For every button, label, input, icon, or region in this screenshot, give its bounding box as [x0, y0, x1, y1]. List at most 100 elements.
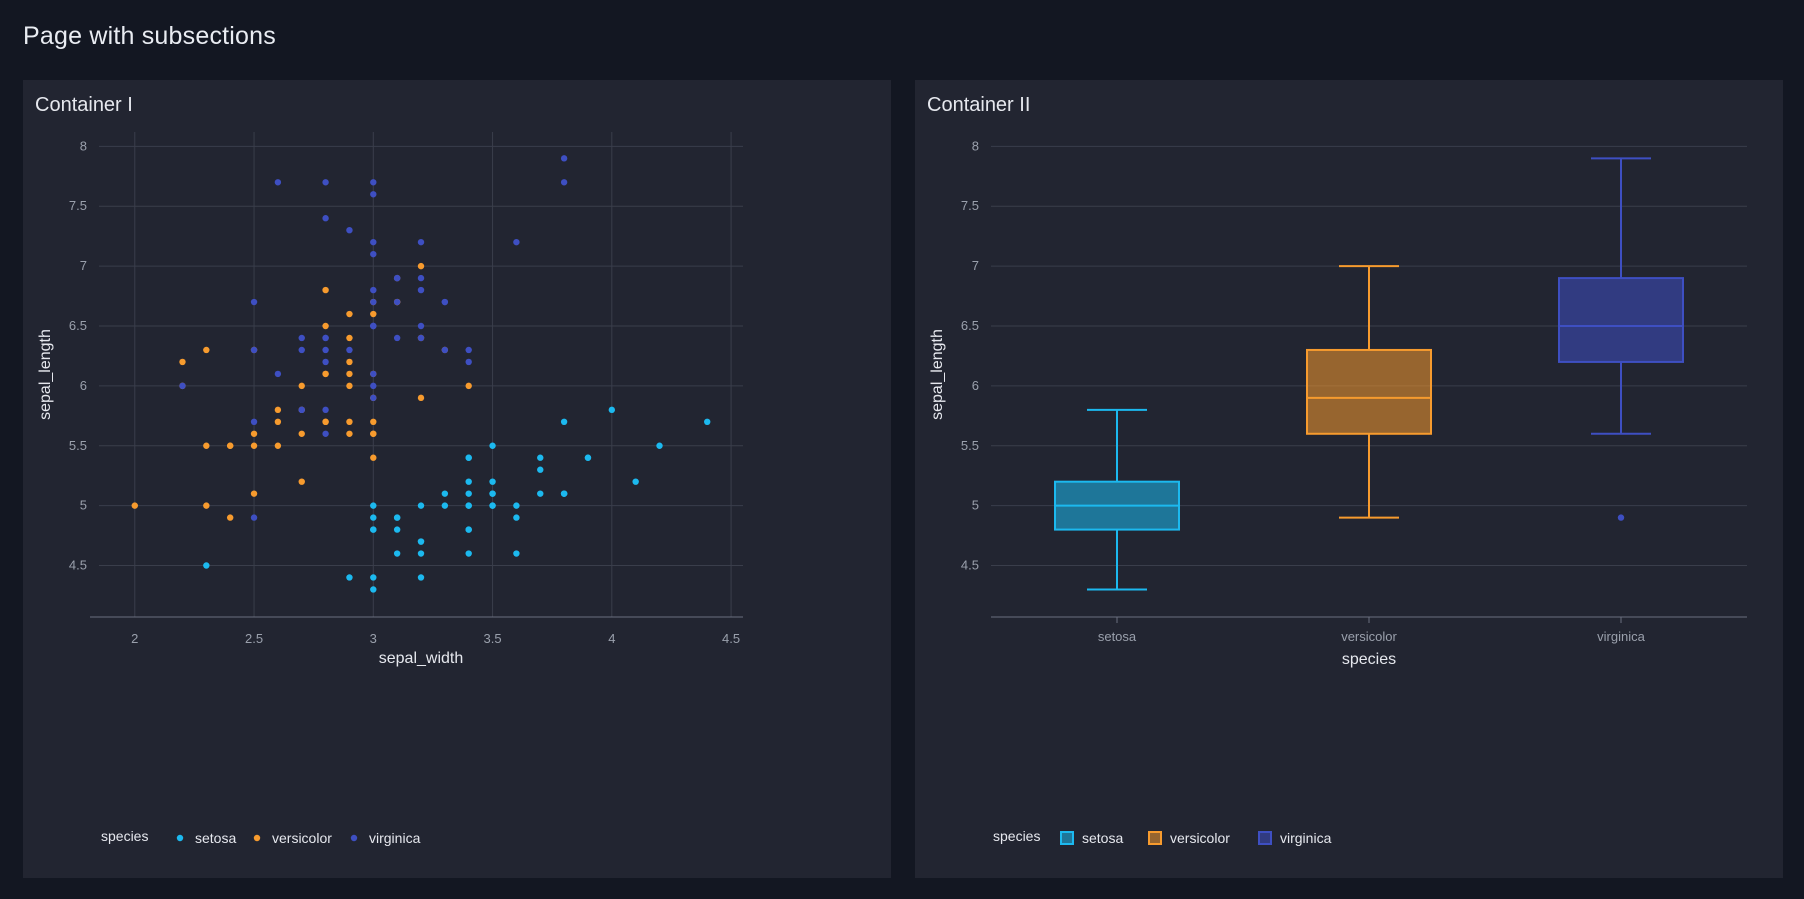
scatter-point-setosa[interactable] — [656, 442, 663, 449]
scatter-point-versicolor[interactable] — [346, 334, 353, 342]
scatter-point-setosa[interactable] — [537, 466, 544, 473]
scatter-point-virginica[interactable] — [250, 514, 258, 521]
scatter-point-virginica[interactable] — [441, 298, 449, 306]
box-chart[interactable]: 4.5 5 5.5 6 6.5 7 7.5 8 setosa versicolor virginic… — [915, 80, 1783, 878]
scatter-point-virginica[interactable] — [393, 334, 401, 342]
scatter-point-setosa[interactable] — [465, 526, 472, 533]
scatter-point-setosa[interactable] — [560, 490, 568, 497]
scatter-point-virginica[interactable] — [250, 418, 258, 426]
scatter-point-versicolor[interactable] — [370, 430, 377, 437]
scatter-point-setosa[interactable] — [489, 502, 496, 509]
scatter-point-versicolor[interactable] — [370, 310, 377, 318]
scatter-point-setosa[interactable] — [560, 418, 568, 426]
scatter-point-virginica[interactable] — [370, 322, 377, 330]
scatter-point-setosa[interactable] — [203, 562, 210, 569]
scatter-point-versicolor[interactable] — [346, 370, 353, 378]
scatter-point-versicolor[interactable] — [322, 418, 329, 426]
scatter-point-versicolor[interactable] — [274, 406, 282, 414]
scatter-point-setosa[interactable] — [370, 514, 377, 521]
box-virginica[interactable] — [1558, 157, 1684, 521]
scatter-point-versicolor[interactable] — [250, 430, 258, 437]
scatter-point-setosa[interactable] — [346, 574, 353, 581]
scatter-point-setosa[interactable] — [417, 502, 425, 509]
scatter-point-setosa[interactable] — [465, 490, 472, 497]
scatter-point-versicolor[interactable] — [203, 442, 210, 449]
scatter-point-setosa[interactable] — [441, 490, 449, 497]
scatter-point-versicolor[interactable] — [346, 310, 353, 318]
scatter-point-virginica[interactable] — [370, 238, 377, 246]
scatter-point-virginica[interactable] — [465, 346, 472, 354]
scatter-point-virginica[interactable] — [179, 382, 186, 390]
scatter-point-setosa[interactable] — [704, 418, 711, 426]
scatter-point-versicolor[interactable] — [465, 382, 472, 390]
scatter-point-versicolor[interactable] — [298, 478, 305, 485]
scatter-point-versicolor[interactable] — [370, 418, 377, 426]
scatter-point-setosa[interactable] — [513, 514, 520, 521]
scatter-point-setosa[interactable] — [465, 502, 472, 509]
scatter-point-versicolor[interactable] — [346, 358, 353, 366]
scatter-point-virginica[interactable] — [370, 394, 377, 402]
scatter-point-virginica[interactable] — [513, 238, 520, 246]
scatter-point-versicolor[interactable] — [179, 358, 186, 366]
scatter-point-virginica[interactable] — [370, 382, 377, 390]
scatter-point-setosa[interactable] — [441, 502, 449, 509]
scatter-point-versicolor[interactable] — [274, 442, 282, 449]
scatter-point-virginica[interactable] — [298, 406, 305, 414]
scatter-point-virginica[interactable] — [322, 346, 329, 354]
scatter-point-virginica[interactable] — [417, 274, 425, 282]
scatter-point-setosa[interactable] — [393, 550, 401, 557]
scatter-point-versicolor[interactable] — [250, 442, 258, 449]
scatter-point-virginica[interactable] — [370, 191, 377, 198]
legend-marker-versicolor[interactable] — [253, 834, 261, 842]
box-outlier[interactable] — [1617, 514, 1625, 521]
scatter-point-setosa[interactable] — [513, 550, 520, 557]
scatter-point-virginica[interactable] — [346, 346, 353, 354]
scatter-point-virginica[interactable] — [417, 238, 425, 246]
scatter-point-setosa[interactable] — [489, 442, 496, 449]
scatter-point-versicolor[interactable] — [203, 502, 210, 509]
scatter-point-virginica[interactable] — [417, 286, 425, 294]
scatter-point-setosa[interactable] — [393, 526, 401, 533]
scatter-point-virginica[interactable] — [250, 298, 258, 306]
scatter-point-virginica[interactable] — [322, 430, 329, 437]
scatter-point-setosa[interactable] — [465, 478, 472, 485]
scatter-point-versicolor[interactable] — [370, 454, 377, 461]
scatter-point-virginica[interactable] — [393, 274, 401, 282]
scatter-point-versicolor[interactable] — [298, 382, 305, 390]
scatter-point-virginica[interactable] — [370, 298, 377, 306]
scatter-point-versicolor[interactable] — [298, 430, 305, 437]
scatter-point-virginica[interactable] — [250, 346, 258, 354]
scatter-point-virginica[interactable] — [298, 346, 305, 354]
scatter-point-setosa[interactable] — [489, 490, 496, 497]
scatter-point-versicolor[interactable] — [346, 382, 353, 390]
scatter-point-virginica[interactable] — [370, 250, 377, 258]
scatter-point-versicolor[interactable] — [417, 394, 425, 402]
scatter-point-versicolor[interactable] — [250, 490, 258, 497]
scatter-point-virginica[interactable] — [560, 155, 568, 162]
scatter-point-setosa[interactable] — [417, 550, 425, 557]
scatter-point-virginica[interactable] — [560, 179, 568, 186]
scatter-point-setosa[interactable] — [537, 454, 544, 461]
scatter-point-virginica[interactable] — [465, 358, 472, 366]
legend-marker-setosa[interactable] — [1060, 831, 1074, 845]
scatter-point-setosa[interactable] — [370, 502, 377, 509]
scatter-point-setosa[interactable] — [417, 574, 425, 581]
scatter-point-versicolor[interactable] — [203, 346, 210, 354]
scatter-point-virginica[interactable] — [322, 358, 329, 366]
scatter-point-versicolor[interactable] — [274, 418, 282, 426]
scatter-point-versicolor[interactable] — [131, 502, 138, 509]
scatter-point-setosa[interactable] — [393, 514, 401, 521]
scatter-point-virginica[interactable] — [417, 322, 425, 330]
scatter-point-setosa[interactable] — [370, 574, 377, 581]
scatter-point-virginica[interactable] — [322, 179, 329, 186]
scatter-point-setosa[interactable] — [370, 586, 377, 593]
scatter-point-setosa[interactable] — [608, 406, 616, 414]
scatter-point-setosa[interactable] — [417, 538, 425, 545]
scatter-point-setosa[interactable] — [489, 478, 496, 485]
box-versicolor[interactable] — [1306, 265, 1432, 519]
scatter-point-setosa[interactable] — [584, 454, 592, 461]
scatter-point-setosa[interactable] — [537, 490, 544, 497]
scatter-point-virginica[interactable] — [322, 334, 329, 342]
scatter-point-versicolor[interactable] — [346, 430, 353, 437]
scatter-point-virginica[interactable] — [370, 370, 377, 378]
